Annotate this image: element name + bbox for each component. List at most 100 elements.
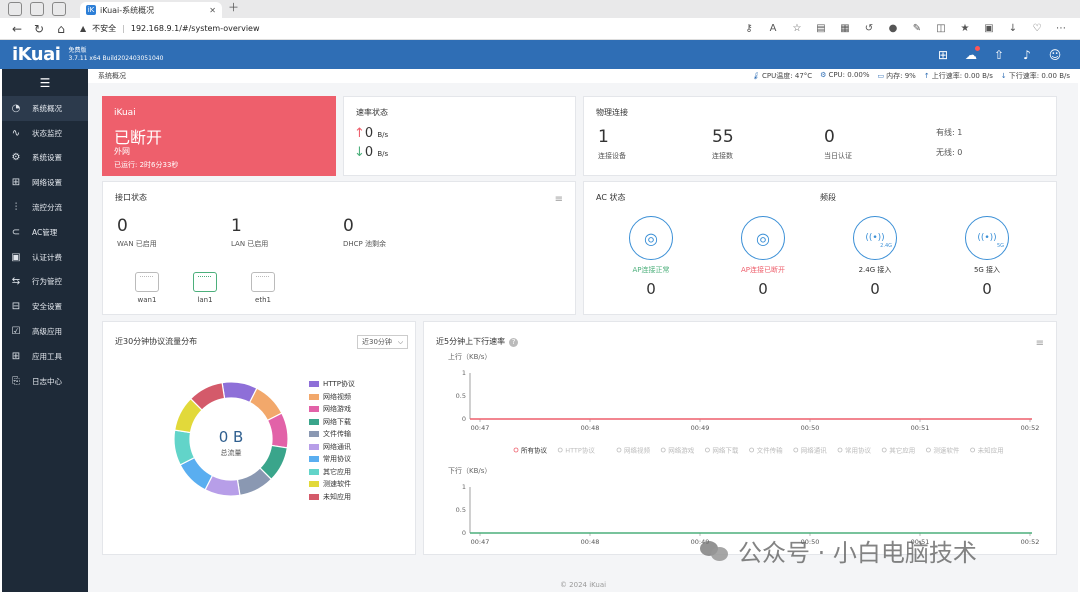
- sidebar-item-7[interactable]: ⇆ 行为管控: [2, 270, 88, 295]
- sidebar-item-6[interactable]: ▣ 认证计费: [2, 245, 88, 270]
- monitor-icon: ∿: [11, 127, 21, 139]
- download-icon[interactable]: ↓: [1008, 23, 1018, 34]
- legend-item[interactable]: 未知应用: [309, 492, 351, 502]
- legend-item[interactable]: 网络视频: [309, 392, 351, 402]
- speed-up-unit: B/s: [377, 131, 389, 139]
- split-screen-icon[interactable]: ◫: [936, 23, 946, 34]
- user-icon[interactable]: ☺: [1048, 47, 1062, 62]
- new-tab-icon[interactable]: ＋: [228, 1, 239, 14]
- wan-status-card[interactable]: iKuai 已断开 外网 已运行: 2时6分33秒: [102, 96, 336, 176]
- refresh-icon[interactable]: ↻: [33, 21, 45, 36]
- wifi-5g-icon[interactable]: ((•)) 5G: [965, 216, 1009, 260]
- cloud-icon[interactable]: ☁: [964, 45, 980, 62]
- sidebar-item-5[interactable]: ⊂ AC管理: [2, 220, 88, 245]
- not-secure-label: 不安全: [92, 24, 117, 33]
- sidebar-item-11[interactable]: ⎘ 日志中心: [2, 369, 88, 394]
- apps-grid-icon[interactable]: ⊞: [937, 47, 949, 62]
- sidebar-item-3[interactable]: ⊞ 网络设置: [2, 170, 88, 195]
- home-icon[interactable]: ⌂: [57, 21, 65, 36]
- ap-icon[interactable]: ◎: [629, 216, 673, 260]
- sidebar-item-label: 流控分流: [32, 203, 62, 213]
- log-icon: ⎘: [12, 375, 20, 387]
- sidebar-item-4[interactable]: ⫶ 流控分流: [2, 195, 88, 220]
- chart-menu-icon[interactable]: ≡: [1035, 338, 1044, 349]
- ac-item-label: 2.4G 接入: [858, 266, 892, 274]
- speed-status-card: 速率状态 ↑0 B/s ↓0 B/s: [343, 96, 576, 176]
- port-eth1-icon[interactable]: [251, 272, 275, 292]
- sidebar-item-9[interactable]: ☑ 高级应用: [2, 319, 88, 344]
- favorites-icon[interactable]: ★: [960, 23, 970, 34]
- workspaces-icon[interactable]: [30, 2, 44, 16]
- sidebar-item-label: 状态监控: [32, 128, 62, 138]
- tab-actions-icon[interactable]: [52, 2, 66, 16]
- menu-lines-icon[interactable]: ≡: [554, 194, 563, 205]
- port-teeth: [256, 276, 269, 281]
- sidebar-item-label: 安全设置: [32, 302, 62, 312]
- sidebar-item-1[interactable]: ∿ 状态监控: [2, 121, 88, 146]
- collections-icon[interactable]: ▣: [984, 23, 994, 34]
- rate-chart-card: 近5分钟上下行速率? ≡ 上行（KB/s） 1 0.5 0 00:47 00:48 00:4…: [423, 321, 1057, 555]
- wired-count: 有线: 1: [936, 128, 963, 137]
- legend-item[interactable]: 网络下载: [309, 417, 351, 427]
- collapse-menu-icon[interactable]: ☰: [39, 75, 51, 90]
- profile-icon[interactable]: [8, 2, 22, 16]
- x-tick-label: 00:52: [1021, 424, 1040, 432]
- warning-icon[interactable]: ▲: [80, 24, 87, 33]
- extension2-icon[interactable]: ▦: [840, 23, 850, 34]
- url-field[interactable]: ▲ 不安全 | 192.168.9.1/#/system-overview: [80, 23, 260, 34]
- sync-icon[interactable]: ↺: [864, 23, 874, 34]
- shield-icon[interactable]: ♡: [1032, 23, 1042, 34]
- legend-label: 网络通讯: [323, 442, 351, 451]
- more-icon[interactable]: ⋯: [1056, 23, 1066, 34]
- chart-legend-label: HTTP协议: [565, 446, 595, 455]
- legend-dot: [616, 447, 622, 453]
- ac-item-value: 0: [758, 280, 768, 298]
- legend-label: 常用协议: [323, 455, 351, 463]
- upgrade-icon[interactable]: ⇧: [993, 47, 1005, 62]
- extension-icon[interactable]: ▤: [816, 23, 826, 34]
- legend-item[interactable]: 测速软件: [309, 479, 351, 489]
- app-header: iKuai 免费版 3.7.11 x64 Build202403051040 ⊞…: [0, 40, 1080, 69]
- ap-icon[interactable]: ◎: [741, 216, 785, 260]
- port-label: lan1: [197, 296, 213, 304]
- legend-item[interactable]: 网络游戏: [309, 404, 351, 414]
- extension3-icon[interactable]: ●: [888, 23, 898, 34]
- sidebar-item-0[interactable]: ◔ 系统概况: [2, 96, 88, 121]
- extension4-icon[interactable]: ✎: [912, 23, 922, 34]
- behavior-icon: ⇆: [11, 276, 21, 288]
- bell-icon[interactable]: ♪: [1023, 47, 1031, 62]
- sidebar-item-label: AC管理: [32, 227, 58, 237]
- legend-item[interactable]: HTTP协议: [309, 379, 355, 389]
- legend-swatch: [309, 406, 319, 412]
- address-bar: ← ↻ ⌂ ▲ 不安全 | 192.168.9.1/#/system-overv…: [0, 18, 1080, 40]
- help-icon[interactable]: ?: [509, 338, 519, 347]
- legend-item[interactable]: 文件传输: [309, 429, 351, 439]
- port-lan1-icon[interactable]: [193, 272, 217, 292]
- notification-dot: [975, 45, 980, 51]
- speed-up-value: 0: [364, 126, 374, 141]
- port-wan1-icon[interactable]: [135, 272, 159, 292]
- browser-tab[interactable]: iK iKuai-系统概况 ✕: [80, 2, 222, 18]
- favorite-star-icon[interactable]: ☆: [792, 23, 802, 34]
- legend-item[interactable]: 常用协议: [309, 454, 351, 464]
- ikuai-favicon-icon: iK: [86, 5, 96, 15]
- sidebar-item-10[interactable]: ⊞ 应用工具: [2, 344, 88, 369]
- download-text: 下行速率: 0.00 B/s: [1008, 72, 1070, 80]
- port-label: wan1: [137, 296, 157, 304]
- system-status: 🌡 CPU温度: 47°C ⚙ CPU: 0.00% ▭ 内存: 9% ↑ 上行速率: …: [751, 71, 1078, 81]
- back-icon[interactable]: ←: [11, 21, 23, 36]
- time-range-select[interactable]: 近30分钟 ⌵: [357, 335, 409, 349]
- read-aloud-icon[interactable]: A: [769, 23, 777, 34]
- sidebar-item-8[interactable]: ⊟ 安全设置: [2, 294, 88, 319]
- upload-arrow-icon: ↑: [923, 72, 930, 80]
- x-tick-label: 00:47: [471, 538, 490, 546]
- physical-card-title: 物理连接: [596, 108, 628, 117]
- close-tab-icon[interactable]: ✕: [209, 5, 216, 15]
- legend-item[interactable]: 网络通讯: [309, 442, 351, 452]
- sidebar-item-2[interactable]: ⚙ 系统设置: [2, 146, 88, 171]
- legend-dot: [925, 447, 931, 453]
- x-tick-label: 00:51: [911, 424, 930, 432]
- wifi-24g-icon[interactable]: ((•)) 2.4G: [853, 216, 897, 260]
- legend-item[interactable]: 其它应用: [309, 467, 351, 477]
- key-icon[interactable]: ⚷: [745, 23, 753, 34]
